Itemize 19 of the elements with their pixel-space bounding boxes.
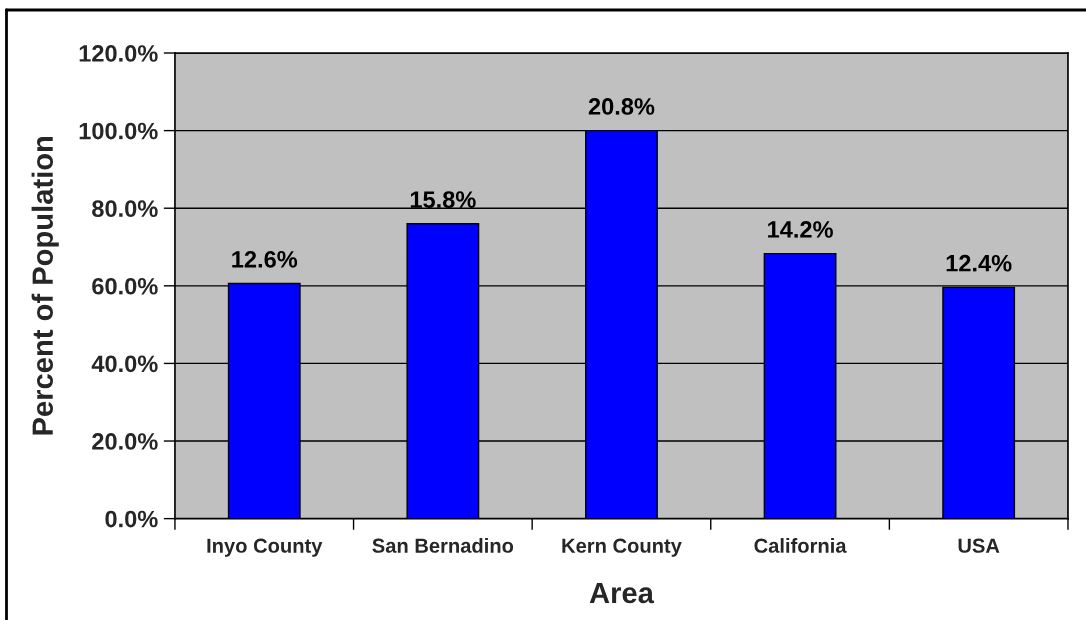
y-axis-title: Percent of Population <box>31 136 59 435</box>
annotation: 12.6% <box>232 250 298 268</box>
x-tick-label: California <box>754 538 847 553</box>
annotation: 15.8% <box>410 191 476 208</box>
y-tick-label: 0.0% <box>105 510 158 528</box>
x-tick-label: Kern County <box>562 538 682 557</box>
y-tick-label: 20.0% <box>92 433 158 450</box>
x-axis-title: Area <box>589 582 655 604</box>
y-tick-label: 80.0% <box>92 200 158 217</box>
x-tick-label: USA <box>958 538 1000 553</box>
annotation: 12.4% <box>946 254 1012 272</box>
x-tick-label: San Bernadino <box>372 538 514 553</box>
y-tick-label: 40.0% <box>91 355 158 373</box>
y-tick-label: 100.0% <box>79 122 158 140</box>
x-tick-label: Inyo County <box>207 538 323 557</box>
annotation: 20.8% <box>588 98 655 115</box>
annotation: 14.2% <box>768 221 833 238</box>
y-tick-label: 60.0% <box>92 277 158 295</box>
y-tick-label: 120.0% <box>79 45 158 62</box>
